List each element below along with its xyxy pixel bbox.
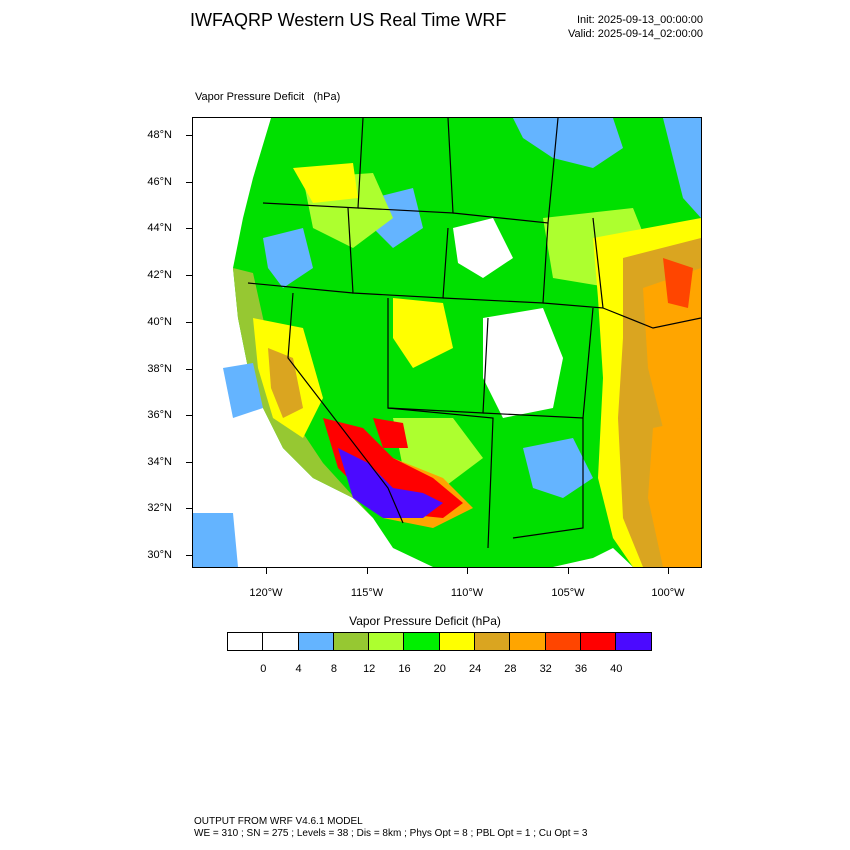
colorbar-swatch	[615, 632, 652, 651]
lat-tick	[186, 369, 192, 370]
lat-label: 44°N	[147, 222, 172, 234]
colorbar-title: Vapor Pressure Deficit (hPa)	[349, 614, 501, 628]
lat-tick	[186, 508, 192, 509]
lat-tick	[186, 555, 192, 556]
lat-label: 40°N	[147, 316, 172, 328]
colorbar-swatch	[438, 632, 476, 651]
lat-label: 36°N	[147, 409, 172, 421]
colorbar-tick-label: 20	[433, 663, 446, 675]
colorbar-swatch	[579, 632, 617, 651]
run-time-info: Init: 2025-09-13_00:00:00 Valid: 2025-09…	[568, 13, 703, 41]
valid-time: Valid: 2025-09-14_02:00:00	[568, 28, 703, 40]
lon-label: 100°W	[651, 587, 685, 599]
colorbar-tick-label: 28	[504, 663, 517, 675]
lat-tick	[186, 462, 192, 463]
lat-tick	[186, 228, 192, 229]
colorbar-tick-label: 4	[295, 663, 302, 675]
colorbar-swatch	[403, 632, 440, 651]
colorbar-tick-label: 16	[398, 663, 411, 675]
lat-label: 38°N	[147, 363, 172, 375]
lon-tick	[266, 568, 267, 574]
lon-label: 120°W	[249, 587, 283, 599]
lon-label: 110°W	[450, 587, 484, 599]
colorbar-tick-label: 12	[363, 663, 376, 675]
lat-tick	[186, 182, 192, 183]
lat-label: 30°N	[147, 549, 172, 561]
footer-line-1: OUTPUT FROM WRF V4.6.1 MODEL	[194, 816, 363, 827]
lon-label: 105°W	[551, 587, 585, 599]
lat-tick	[186, 415, 192, 416]
state-boundaries	[247, 118, 701, 549]
colorbar-tick-label: 24	[468, 663, 482, 675]
init-time: Init: 2025-09-13_00:00:00	[577, 14, 703, 26]
very-low-vpd	[193, 218, 563, 567]
lon-tick	[367, 568, 368, 574]
colorbar-swatch	[544, 632, 581, 651]
low-vpd-patches	[223, 118, 701, 498]
map-field-label: Vapor Pressure Deficit (hPa)	[195, 91, 341, 103]
colorbar	[227, 632, 652, 651]
colorbar-swatch	[297, 632, 334, 651]
colorbar-swatch	[332, 632, 370, 651]
colorbar-tick-label: 0	[260, 663, 267, 675]
model-info-footer: OUTPUT FROM WRF V4.6.1 MODEL WE = 310 ; …	[194, 816, 587, 840]
lat-tick	[186, 135, 192, 136]
colorbar-tick-label: 8	[330, 663, 337, 675]
lon-tick	[568, 568, 569, 574]
lon-tick	[668, 568, 669, 574]
colorbar-swatch	[509, 632, 546, 651]
colorbar-tick-label: 40	[610, 663, 623, 675]
colorbar-tick-label: 32	[539, 663, 552, 675]
lon-label: 115°W	[350, 587, 384, 599]
coast-green	[233, 268, 373, 518]
colorbar-swatch	[227, 632, 264, 651]
colorbar-tick-label: 36	[574, 663, 588, 675]
lat-label: 32°N	[147, 502, 172, 514]
figure-title: IWFAQRP Western US Real Time WRF	[190, 10, 507, 30]
footer-line-2: WE = 310 ; SN = 275 ; Levels = 38 ; Dis …	[194, 828, 588, 839]
colorbar-swatch	[262, 632, 299, 651]
map-panel	[192, 117, 702, 568]
lat-tick	[186, 322, 192, 323]
lat-label: 34°N	[147, 456, 172, 468]
lat-tick	[186, 275, 192, 276]
lat-label: 46°N	[147, 176, 172, 188]
vpd-map	[193, 118, 701, 567]
lat-label: 48°N	[147, 129, 172, 141]
lat-label: 42°N	[147, 269, 172, 281]
colorbar-swatch	[368, 632, 405, 651]
extreme-vpd	[323, 258, 693, 518]
lon-tick	[467, 568, 468, 574]
colorbar-swatch	[474, 632, 511, 651]
